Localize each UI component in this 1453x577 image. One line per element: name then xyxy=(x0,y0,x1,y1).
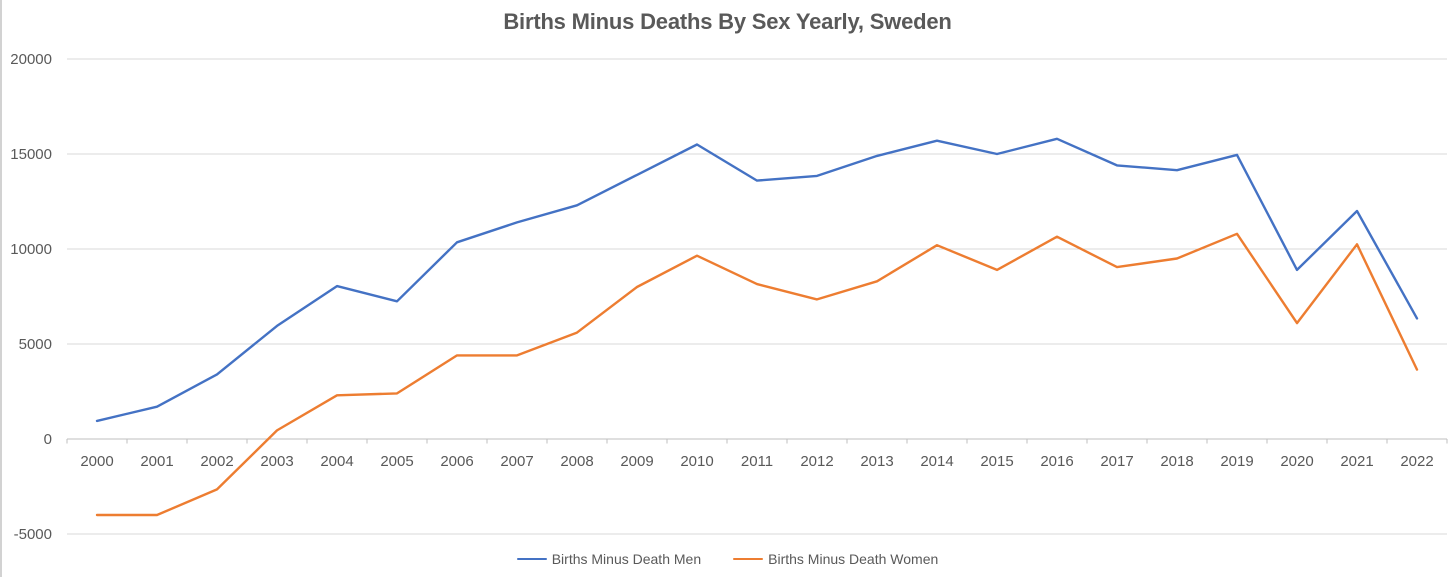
y-axis-label: 0 xyxy=(44,431,52,448)
chart-title: Births Minus Deaths By Sex Yearly, Swede… xyxy=(503,9,952,34)
legend-label-women: Births Minus Death Women xyxy=(768,551,939,567)
legend-label-men: Births Minus Death Men xyxy=(551,551,702,567)
y-axis-label: 20000 xyxy=(10,51,52,68)
y-axis-label: 5000 xyxy=(19,336,52,353)
x-axis-label: 2011 xyxy=(741,453,773,470)
x-axis-label: 2018 xyxy=(1160,453,1193,470)
series-line-men xyxy=(95,137,1419,423)
x-axis-label: 2000 xyxy=(80,453,113,470)
series-line-women xyxy=(95,232,1419,517)
x-axis-label: 2005 xyxy=(380,453,413,470)
legend-item-women: Births Minus Death Women xyxy=(733,552,938,566)
x-axis-label: 2002 xyxy=(200,453,233,470)
x-axis-label: 2010 xyxy=(680,453,713,470)
x-axis-label: 2021 xyxy=(1340,453,1373,470)
chart-legend: Births Minus Death Men Births Minus Deat… xyxy=(2,552,1453,566)
x-axis-label: 2020 xyxy=(1280,453,1313,470)
x-axis-label: 2006 xyxy=(440,453,473,470)
x-axis-label: 2017 xyxy=(1100,453,1133,470)
x-axis-label: 2019 xyxy=(1220,453,1253,470)
x-axis-label: 2007 xyxy=(500,453,533,470)
x-axis-label: 2004 xyxy=(320,453,353,470)
x-axis-label: 2008 xyxy=(560,453,593,470)
y-axis-label: 10000 xyxy=(10,241,52,258)
legend-item-men: Births Minus Death Men xyxy=(516,551,702,567)
legend-line-sample-men xyxy=(516,557,547,561)
x-axis-label: 2015 xyxy=(980,453,1013,470)
x-axis-label: 2001 xyxy=(140,453,173,470)
x-axis-label: 2014 xyxy=(920,453,953,470)
x-axis-label: 2016 xyxy=(1040,453,1073,470)
y-axis-label: 15000 xyxy=(10,146,52,163)
x-axis-label: 2003 xyxy=(260,453,293,470)
x-axis-label: 2009 xyxy=(620,453,653,470)
legend-line-sample-women xyxy=(733,557,764,561)
x-axis-label: 2012 xyxy=(800,453,833,470)
y-axis-label: -5000 xyxy=(14,526,52,543)
x-axis-label: 2022 xyxy=(1400,453,1433,470)
x-axis-label: 2013 xyxy=(860,453,893,470)
